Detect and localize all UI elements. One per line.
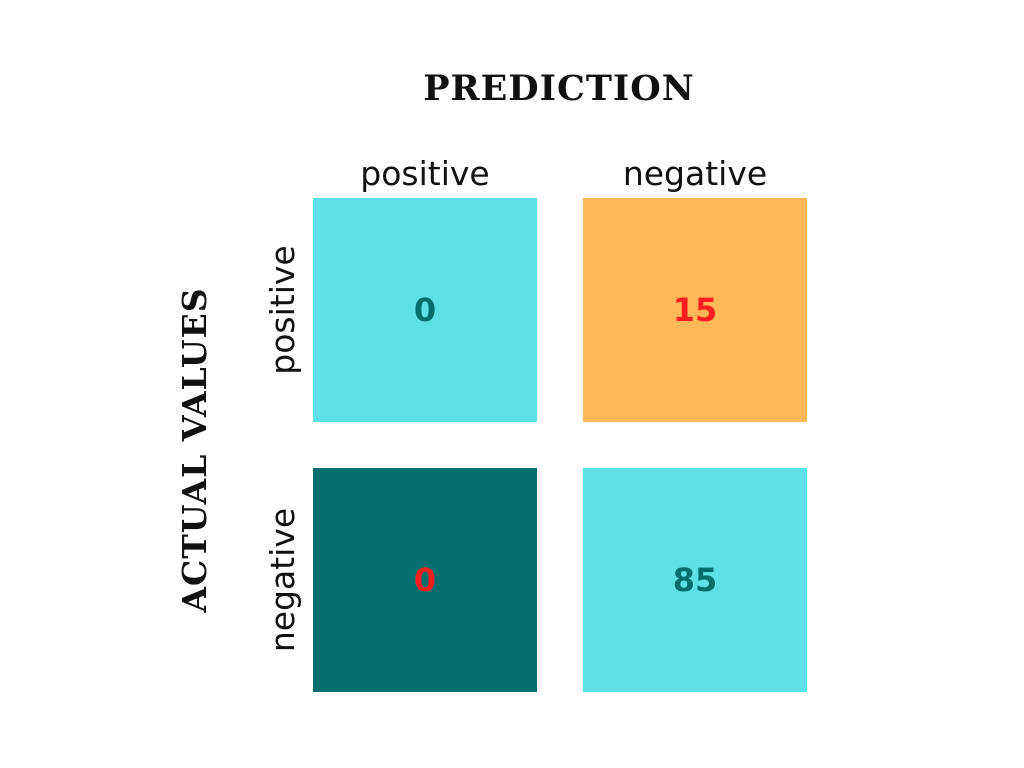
matrix-value-positive-negative: 15: [673, 291, 718, 329]
matrix-value-positive-positive: 0: [414, 291, 436, 329]
column-label-positive: positive: [360, 154, 490, 193]
matrix-value-negative-negative: 85: [673, 561, 718, 599]
matrix-cell-positive-positive: [313, 198, 537, 422]
matrix-cell-positive-negative: [583, 198, 807, 422]
matrix-cell-negative-positive: [313, 468, 537, 692]
matrix-cell-negative-negative: [583, 468, 807, 692]
chart-title: PREDICTION: [423, 68, 695, 109]
column-label-negative: negative: [622, 154, 768, 193]
matrix-value-negative-positive: 0: [414, 561, 436, 599]
